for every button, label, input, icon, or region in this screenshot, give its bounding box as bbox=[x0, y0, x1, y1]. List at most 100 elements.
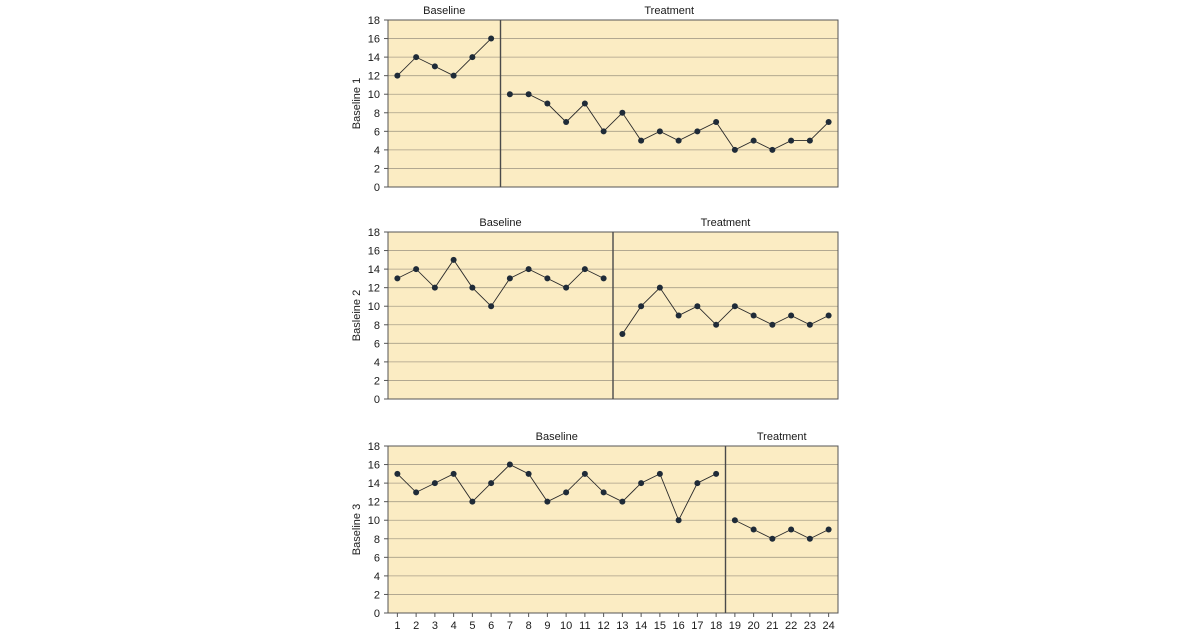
data-point bbox=[506, 91, 513, 98]
plot-area bbox=[388, 446, 838, 613]
data-point bbox=[450, 72, 457, 79]
x-tick-label: 13 bbox=[616, 620, 628, 630]
data-point bbox=[488, 35, 495, 42]
data-point bbox=[713, 119, 720, 126]
data-point bbox=[731, 517, 738, 524]
data-point bbox=[581, 266, 588, 273]
data-point bbox=[656, 284, 663, 291]
data-point bbox=[394, 72, 401, 79]
data-point bbox=[825, 526, 832, 533]
data-point bbox=[656, 470, 663, 477]
x-tick-label: 20 bbox=[748, 620, 760, 630]
data-point bbox=[431, 480, 438, 487]
data-point bbox=[788, 526, 795, 533]
phase-label-baseline: Baseline bbox=[423, 5, 465, 17]
y-tick-label: 18 bbox=[368, 441, 380, 453]
y-tick-label: 16 bbox=[368, 246, 380, 258]
data-point bbox=[806, 535, 813, 542]
x-tick-label: 19 bbox=[729, 620, 741, 630]
data-point bbox=[619, 109, 626, 116]
panel-baseline-2: 0 2 4 6 8 10 12 14 16 18 Baseline Treatment Basleine… bbox=[351, 217, 839, 406]
x-tick-label: 5 bbox=[469, 620, 475, 630]
x-tick-label: 4 bbox=[451, 620, 457, 630]
y-tick-label: 8 bbox=[374, 534, 380, 546]
x-tick-label: 6 bbox=[488, 620, 494, 630]
series-line-treatment bbox=[622, 286, 829, 335]
x-tick-label: 3 bbox=[432, 620, 438, 630]
y-tick-label: 4 bbox=[374, 145, 380, 157]
data-point bbox=[769, 535, 776, 542]
plot-frame bbox=[387, 19, 839, 188]
data-point bbox=[825, 119, 832, 126]
data-point bbox=[769, 321, 776, 328]
series-line-treatment bbox=[509, 93, 829, 151]
series-line-baseline bbox=[397, 259, 604, 307]
data-point bbox=[506, 461, 513, 468]
y-tick-label: 10 bbox=[368, 301, 380, 313]
data-point bbox=[750, 137, 757, 144]
data-point bbox=[600, 489, 607, 496]
data-point bbox=[488, 480, 495, 487]
data-point bbox=[788, 312, 795, 319]
x-tick-label: 18 bbox=[710, 620, 722, 630]
x-tick-label: 22 bbox=[785, 620, 797, 630]
data-point bbox=[694, 303, 701, 310]
series-line-baseline bbox=[397, 38, 492, 77]
data-point bbox=[713, 470, 720, 477]
data-point bbox=[394, 275, 401, 282]
y-tick-label: 8 bbox=[374, 108, 380, 120]
data-point bbox=[638, 137, 645, 144]
data-point bbox=[431, 63, 438, 70]
data-point bbox=[825, 312, 832, 319]
data-point bbox=[656, 128, 663, 135]
data-point bbox=[488, 303, 495, 310]
phase-label-baseline: Baseline bbox=[536, 431, 578, 443]
data-point bbox=[713, 321, 720, 328]
y-tick-label: 8 bbox=[374, 320, 380, 332]
x-tick-label: 9 bbox=[544, 620, 550, 630]
y-tick-label: 18 bbox=[368, 15, 380, 27]
y-tick-label: 4 bbox=[374, 357, 380, 369]
data-point bbox=[788, 137, 795, 144]
data-point bbox=[469, 54, 476, 61]
y-tick-label: 6 bbox=[374, 338, 380, 350]
x-tick-label: 11 bbox=[579, 620, 590, 630]
x-tick-label: 23 bbox=[804, 620, 816, 630]
y-tick-label: 12 bbox=[368, 71, 380, 83]
data-point bbox=[413, 266, 420, 273]
y-tick-label: 18 bbox=[368, 227, 380, 239]
x-tick-label: 10 bbox=[560, 620, 572, 630]
panel-baseline-1: 0 2 4 6 8 10 12 14 16 18 Baseline Treatment Baseline… bbox=[351, 5, 839, 194]
y-tick-label: 12 bbox=[368, 497, 380, 509]
x-tick-label: 8 bbox=[526, 620, 532, 630]
data-point bbox=[525, 266, 532, 273]
data-point bbox=[431, 284, 438, 291]
x-tick-label: 12 bbox=[598, 620, 610, 630]
y-tick-label: 2 bbox=[374, 375, 380, 387]
y-axis-label: Baseline 3 bbox=[351, 504, 363, 555]
data-point bbox=[525, 91, 532, 98]
data-point bbox=[638, 303, 645, 310]
data-point bbox=[581, 100, 588, 107]
y-tick-label: 0 bbox=[374, 394, 380, 406]
data-point bbox=[413, 54, 420, 61]
x-tick-label: 2 bbox=[413, 620, 419, 630]
phase-label-treatment: Treatment bbox=[757, 431, 807, 443]
phase-label-treatment: Treatment bbox=[701, 217, 751, 229]
y-tick-label: 6 bbox=[374, 126, 380, 138]
data-point bbox=[638, 480, 645, 487]
y-tick-label: 6 bbox=[374, 552, 380, 564]
data-point bbox=[525, 470, 532, 477]
y-tick-label: 12 bbox=[368, 283, 380, 295]
data-point bbox=[806, 137, 813, 144]
data-point bbox=[544, 498, 551, 505]
data-point bbox=[469, 284, 476, 291]
x-tick-label: 14 bbox=[635, 620, 647, 630]
x-tick-label: 15 bbox=[654, 620, 666, 630]
data-point bbox=[750, 312, 757, 319]
y-tick-label: 2 bbox=[374, 163, 380, 175]
x-tick-label: 24 bbox=[823, 620, 835, 630]
